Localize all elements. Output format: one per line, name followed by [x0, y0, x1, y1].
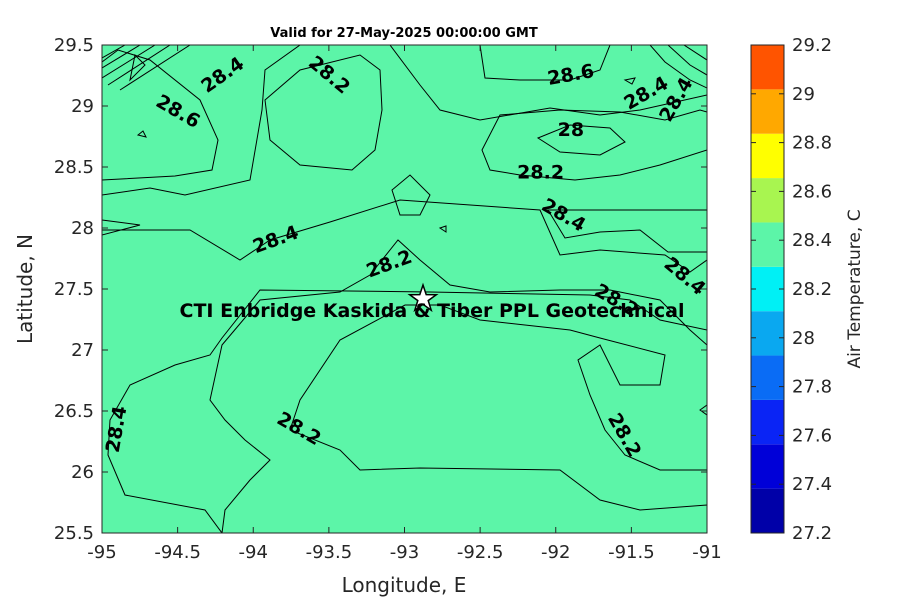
- colorbar-tick-label: 29.2: [792, 35, 832, 56]
- band-28-0-28-2-north: [264, 54, 383, 171]
- colorbar-tick-label: 27.6: [792, 425, 832, 446]
- y-axis-label: Latitude, N: [13, 234, 37, 344]
- band-28-4-28-6-east: [547, 209, 707, 253]
- y-tick-label: 29.5: [54, 35, 94, 56]
- y-tick-label: 29: [71, 96, 94, 117]
- site-marker: CTI Enbridge Kaskida & Tiber PPL Geotech…: [180, 282, 685, 322]
- y-axis: 29.5 29 28.5 28 27.5 27 26.5 26 25.5: [54, 35, 707, 544]
- colorbar-band: [751, 355, 784, 400]
- colorbar-band: [751, 311, 784, 356]
- ne-corner-gradient-3: [683, 45, 707, 61]
- y-tick-label: 28: [71, 218, 94, 239]
- map-title: Valid for 27-May-2025 00:00:00 GMT: [270, 26, 538, 41]
- x-tick-label: -91: [692, 542, 721, 563]
- x-tick-label: -94: [239, 542, 268, 563]
- colorbar-tick-label: 28.2: [792, 279, 832, 300]
- band-28-0-28-2-south: [209, 239, 707, 533]
- colorbar-tick-label: 28.4: [792, 230, 832, 251]
- contour-field: [102, 45, 707, 533]
- tiny-islet-4: [699, 404, 707, 416]
- star-icon: [407, 282, 439, 313]
- tiny-islet-3: [623, 77, 636, 85]
- tiny-islet-1: [136, 130, 147, 138]
- band-28-4-28-6-west: [102, 45, 301, 196]
- x-axis-label: Longitude, E: [342, 573, 467, 597]
- colorbar-tick-label: 27.4: [792, 474, 832, 495]
- y-tick-label: 27: [71, 340, 94, 361]
- nw-corner-isolines: [102, 45, 191, 91]
- colorbar-band: [751, 266, 784, 312]
- x-tick-label: -91.5: [608, 542, 655, 563]
- x-tick-label: -94.5: [154, 542, 201, 563]
- colorbar-band: [751, 133, 784, 179]
- colorbar-tick-label: 28.8: [792, 133, 832, 154]
- y-tick-label: 25.5: [54, 523, 94, 544]
- band-28-6-28-8-west: [102, 49, 219, 181]
- colorbar-band: [751, 222, 784, 267]
- colorbar-band: [751, 178, 784, 223]
- contour-label: 28: [558, 119, 584, 141]
- y-tick-label: 27.5: [54, 279, 94, 300]
- band-28-0-28-2-islet: [391, 174, 431, 216]
- site-label: CTI Enbridge Kaskida & Tiber PPL Geotech…: [180, 300, 685, 322]
- band-28-0-28-2-east: [481, 109, 707, 181]
- colorbar: 29.2 29 28.8 28.6 28.4 28.2 28 27.8 27.6 27.4 27.2: [750, 35, 832, 544]
- band-28-4-28-6-southwest: [102, 199, 707, 533]
- x-tick-label: -92: [541, 542, 570, 563]
- colorbar-tick-label: 28: [792, 328, 815, 349]
- band-28-2-28-4-base: [102, 45, 707, 533]
- colorbar-band: [751, 45, 784, 90]
- y-tick-label: 26: [71, 462, 94, 483]
- tiny-islet-2: [438, 225, 447, 233]
- colorbar-tick-label: 27.2: [792, 523, 832, 544]
- y-tick-label: 28.5: [54, 157, 94, 178]
- contour-label: 28.2: [517, 162, 564, 184]
- x-tick-label: -93: [390, 542, 419, 563]
- colorbar-label: Air Temperature, C: [845, 209, 865, 368]
- x-axis: -95 -94.5 -94 -93.5 -93 -92.5 -92 -91.5 -91: [87, 45, 722, 563]
- x-tick-label: -95: [87, 542, 116, 563]
- x-tick-label: -93.5: [306, 542, 353, 563]
- colorbar-tick-label: 29: [792, 84, 815, 105]
- x-tick-label: -92.5: [457, 542, 504, 563]
- ne-corner-gradient-2: [667, 45, 707, 76]
- colorbar-tick-label: 28.6: [792, 181, 832, 202]
- ne-corner-gradient-1: [649, 45, 707, 89]
- y-tick-label: 26.5: [54, 401, 94, 422]
- colorbar-tick-label: 27.8: [792, 377, 832, 398]
- band-28-6-28-8-sw-corner: [102, 219, 141, 236]
- colorbar-band: [751, 488, 784, 533]
- colorbar-band: [751, 444, 784, 489]
- band-28-6-28-8-north: [479, 45, 611, 81]
- colorbar-band: [751, 399, 784, 445]
- band-28-4-28-6-north: [389, 45, 707, 121]
- band-27-8-28-0-pool: [536, 124, 626, 156]
- colorbar-band: [751, 89, 784, 134]
